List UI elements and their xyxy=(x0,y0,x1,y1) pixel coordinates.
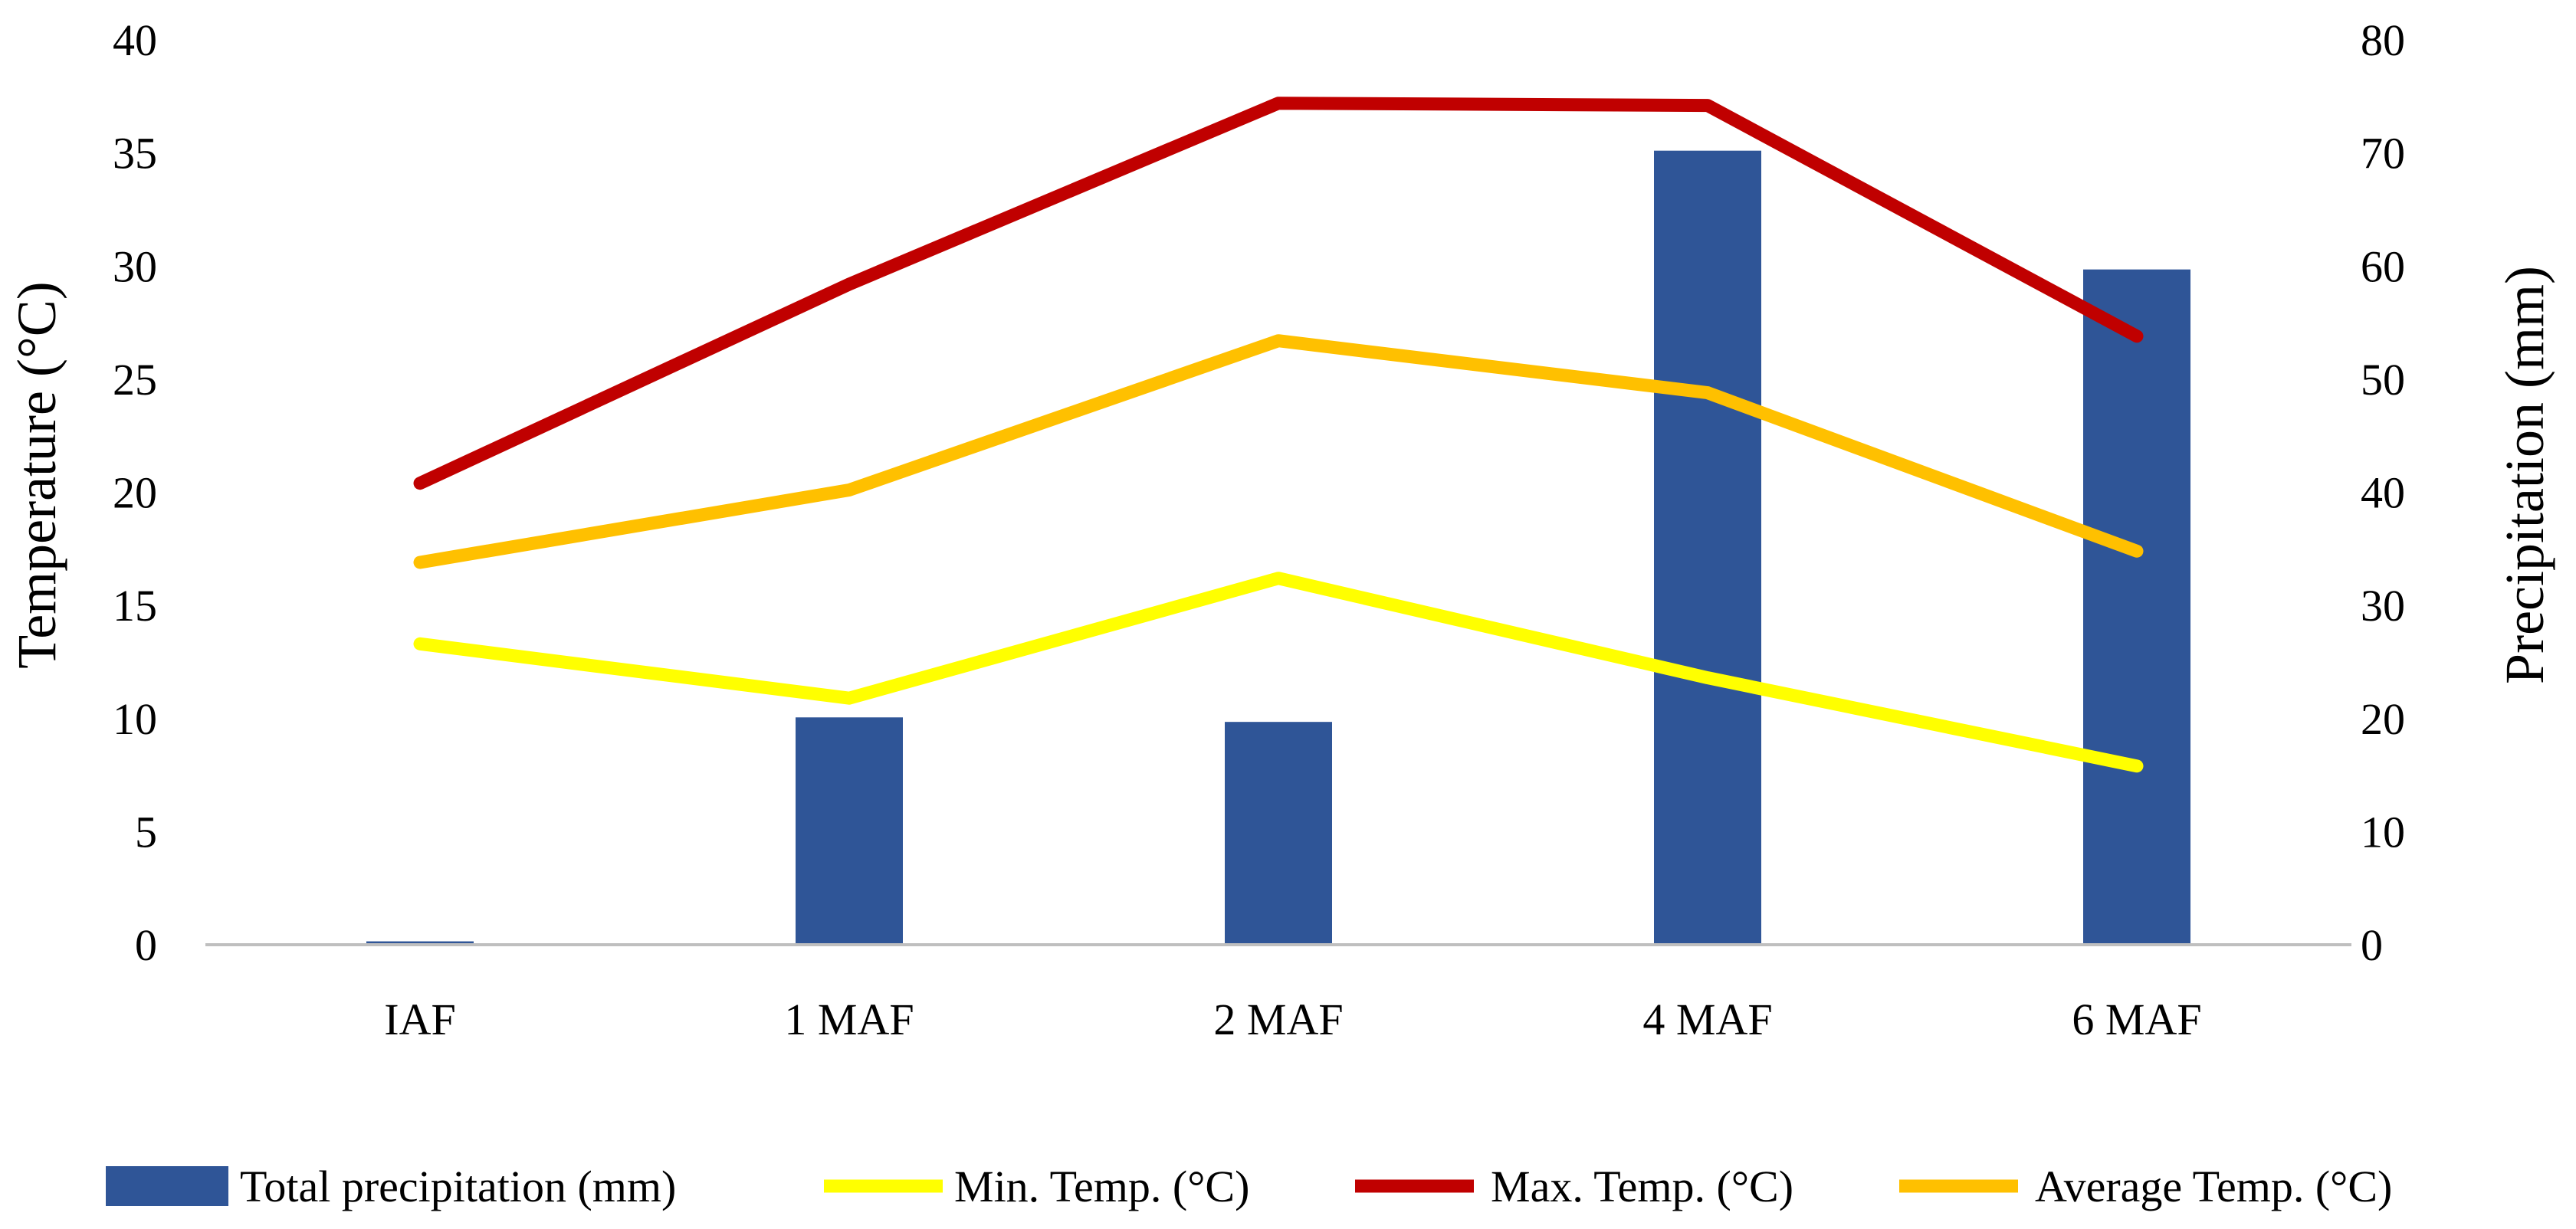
right-y-axis-ticks: 0 10 20 30 40 50 60 70 80 xyxy=(2361,15,2405,970)
legend-label-average-temp: Average Temp. (°C) xyxy=(2035,1162,2392,1211)
left-tick-label: 0 xyxy=(135,920,157,970)
precipitation-bar-2 xyxy=(1225,722,1332,945)
right-tick-label: 70 xyxy=(2361,129,2405,179)
left-tick-label: 35 xyxy=(113,129,157,179)
right-tick-label: 40 xyxy=(2361,468,2405,518)
right-tick-label: 30 xyxy=(2361,581,2405,631)
legend-label-precipitation: Total precipitation (mm) xyxy=(240,1162,676,1211)
left-tick-label: 20 xyxy=(113,468,157,518)
x-tick-label: 6 MAF xyxy=(2072,995,2201,1044)
precipitation-bar-4 xyxy=(2083,269,2190,946)
average-temp-line xyxy=(413,334,2144,569)
precipitation-bar-1 xyxy=(796,717,903,945)
x-tick-label: 2 MAF xyxy=(1213,995,1343,1044)
precipitation-bar-3 xyxy=(1654,150,1761,946)
x-axis-ticks: IAF 1 MAF 2 MAF 4 MAF 6 MAF xyxy=(384,995,2201,1044)
right-tick-label: 80 xyxy=(2361,15,2405,65)
line-layer xyxy=(413,97,2144,773)
left-tick-label: 25 xyxy=(113,355,157,405)
x-tick-label: 4 MAF xyxy=(1642,995,1772,1044)
legend-swatch-precipitation xyxy=(106,1166,228,1206)
left-y-axis-ticks: 0 5 10 15 20 25 30 35 40 xyxy=(113,15,157,970)
right-tick-label: 10 xyxy=(2361,807,2405,857)
right-tick-label: 60 xyxy=(2361,241,2405,291)
left-tick-label: 30 xyxy=(113,241,157,291)
legend-label-min-temp: Min. Temp. (°C) xyxy=(954,1162,1249,1211)
left-tick-label: 10 xyxy=(113,694,157,744)
left-tick-label: 5 xyxy=(135,807,157,857)
right-tick-label: 0 xyxy=(2361,920,2383,970)
left-tick-label: 40 xyxy=(113,15,157,65)
plot-area xyxy=(205,97,2351,946)
legend-label-max-temp: Max. Temp. (°C) xyxy=(1491,1162,1793,1211)
x-tick-label: IAF xyxy=(384,995,455,1044)
max-temp-line xyxy=(413,97,2144,490)
x-tick-label: 1 MAF xyxy=(784,995,914,1044)
bar-layer xyxy=(366,150,2190,946)
right-tick-label: 20 xyxy=(2361,694,2405,744)
legend: Total precipitation (mm) Min. Temp. (°C) M… xyxy=(106,1162,2392,1211)
precipitation-bar-0 xyxy=(366,941,474,945)
left-tick-label: 15 xyxy=(113,581,157,631)
min-temp-line xyxy=(413,572,2144,773)
right-axis-title: Precipitation (mm) xyxy=(2494,266,2555,684)
left-axis-title: Temperature (°C) xyxy=(6,281,67,669)
right-tick-label: 50 xyxy=(2361,355,2405,405)
